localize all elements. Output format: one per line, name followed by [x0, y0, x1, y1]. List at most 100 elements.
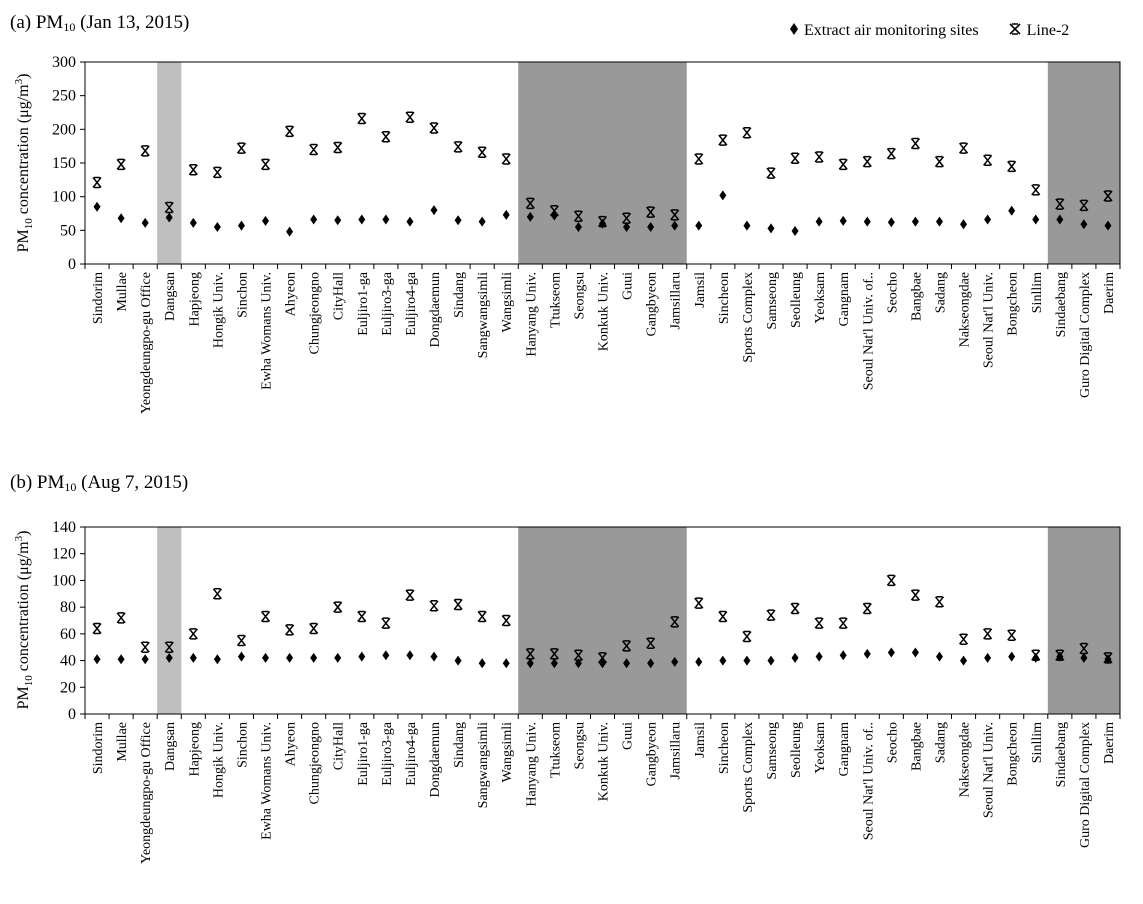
point-line2 [164, 641, 174, 653]
point-extract [93, 654, 101, 665]
point-line2 [309, 622, 319, 635]
x-tick-label: Hapjeong [187, 272, 202, 326]
point-extract [863, 216, 871, 227]
y-tick-label: 250 [52, 88, 76, 105]
x-tick-label: Yeongdeungpo-gu Office [139, 272, 154, 414]
point-extract [213, 221, 221, 232]
point-line2 [910, 589, 920, 601]
point-extract [647, 221, 655, 232]
point-line2 [742, 126, 752, 139]
point-line2 [429, 600, 439, 612]
x-tick-label: Bangbae [909, 272, 924, 321]
x-tick-label: Chungjeongno [308, 722, 323, 804]
point-extract [1032, 214, 1040, 225]
x-tick-label: Guui [621, 272, 636, 300]
point-extract [286, 226, 294, 237]
point-line2 [958, 142, 969, 154]
x-tick-label: Sinllim [1030, 272, 1045, 313]
y-axis-title: PM10 concentration (μg/m3) [13, 531, 35, 710]
point-line2 [573, 649, 584, 661]
point-line2 [1103, 190, 1113, 202]
shaded-band-0 [157, 527, 182, 714]
point-line2 [742, 630, 752, 643]
point-line2 [790, 602, 800, 615]
point-line2 [477, 610, 487, 623]
legend-item-extract: Extract air monitoring sites [790, 22, 979, 40]
point-line2 [236, 634, 247, 647]
point-line2 [1031, 649, 1041, 661]
point-line2 [646, 206, 656, 218]
point-extract [887, 647, 895, 658]
y-tick-label: 50 [60, 222, 76, 239]
point-line2 [525, 197, 535, 210]
point-extract [237, 220, 245, 231]
point-extract [502, 658, 510, 669]
x-tick-label: Ewha Womans Univ. [260, 272, 275, 390]
point-extract [213, 654, 221, 665]
x-tick-label: Samseong [765, 722, 780, 780]
x-tick-label: Mullae [115, 722, 130, 762]
point-line2 [309, 143, 319, 156]
legend-label-line2: Line-2 [1026, 22, 1070, 39]
panel-b-title: (b) PM10 (Aug 7, 2015) [10, 472, 189, 494]
point-extract [671, 220, 679, 231]
x-tick-label: Bangbae [909, 722, 924, 771]
x-tick-label: Hapjeong [187, 722, 202, 776]
x-tick-label: Hongik Univ. [211, 722, 226, 798]
point-line2 [646, 637, 656, 649]
point-line2 [621, 212, 632, 224]
point-line2 [934, 596, 945, 608]
x-tick-label: Sincheon [717, 272, 732, 324]
x-tick-label: Sindaebang [1054, 272, 1069, 337]
point-line2 [405, 589, 415, 601]
x-tick-label: Dongdaemun [428, 272, 443, 347]
point-extract [960, 655, 968, 666]
shaded-band-0 [157, 62, 182, 264]
x-tick-label: Seolleung [789, 722, 804, 778]
point-line2 [862, 602, 872, 615]
x-tick-label: Sindang [452, 722, 467, 768]
point-extract [743, 655, 751, 666]
point-line2 [140, 641, 150, 653]
x-tick-label: Sindang [452, 272, 467, 318]
point-extract [647, 658, 655, 669]
point-extract [93, 201, 101, 212]
point-line2 [1007, 160, 1017, 173]
x-tick-label: Daerim [1102, 272, 1117, 314]
point-line2 [381, 617, 391, 629]
point-line2 [910, 137, 920, 150]
y-tick-label: 300 [52, 54, 76, 71]
x-tick-label: Mullae [115, 272, 130, 312]
x-tick-label: Bongcheon [1006, 272, 1021, 336]
x-tick-label: Euljiro4-ga [404, 721, 419, 786]
x-tick-label: Seongsu [572, 272, 587, 319]
x-tick-label: Sindaebang [1054, 722, 1069, 787]
x-tick-label: Samseong [765, 272, 780, 330]
x-tick-label: Gangbyeon [645, 272, 660, 337]
point-extract [887, 217, 895, 228]
point-line2 [477, 146, 487, 158]
point-extract [863, 648, 871, 659]
point-line2 [1079, 199, 1089, 212]
x-tick-label: Guro Digital Complex [1078, 272, 1093, 398]
point-line2 [453, 598, 463, 611]
point-line2 [164, 201, 174, 214]
x-tick-label: Sindorim [91, 272, 106, 324]
point-extract [623, 221, 631, 232]
point-extract [719, 190, 727, 201]
x-tick-label: Ewha Womans Univ. [260, 722, 275, 840]
point-extract [911, 216, 919, 227]
point-line2 [333, 141, 343, 154]
x-tick-label: Wangsimli [500, 272, 515, 332]
y-axis-title: PM10 concentration (μg/m3) [13, 74, 35, 253]
point-extract [117, 213, 125, 224]
shaded-band-2 [1047, 62, 1120, 264]
point-line2 [886, 574, 896, 587]
point-line2 [670, 616, 680, 628]
x-tick-label: Sinchon [235, 272, 250, 318]
point-line2 [983, 154, 993, 167]
x-tick-label: Sports Complex [741, 272, 756, 363]
x-tick-label: Seocho [885, 722, 900, 763]
point-line2 [838, 617, 848, 629]
point-line2 [1079, 642, 1089, 655]
